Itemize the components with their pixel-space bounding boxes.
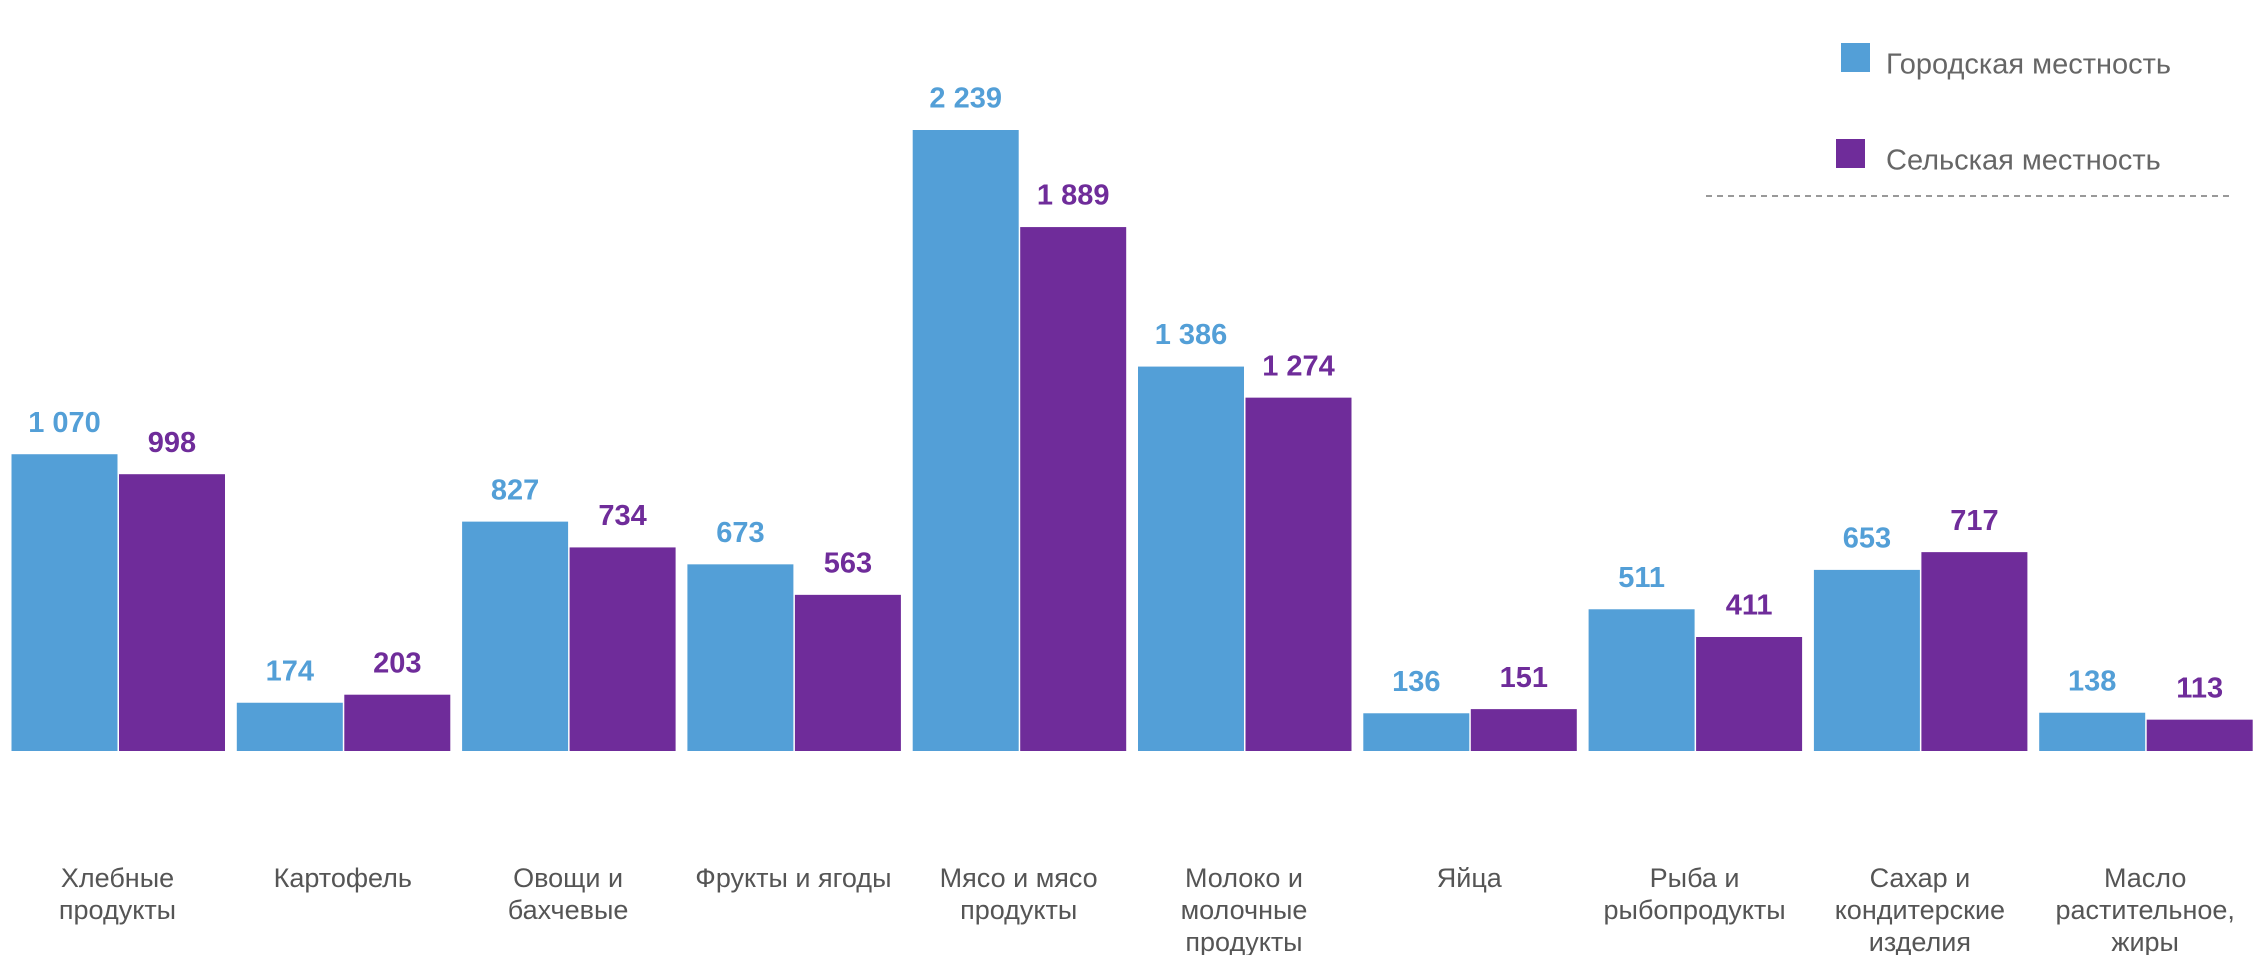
bar: [1138, 366, 1244, 751]
value-label: 653: [1843, 523, 1891, 555]
category-label: Яйца: [1436, 863, 1502, 893]
legend-label: Сельская местность: [1886, 145, 2161, 177]
value-label: 174: [266, 655, 314, 687]
value-label: 136: [1392, 666, 1440, 698]
category-label: Фрукты и ягоды: [695, 863, 892, 893]
value-label: 827: [491, 474, 539, 506]
category-label: Сахар и кондитерские изделия: [1834, 863, 2006, 955]
category-label: Овощи и бахчевые: [507, 863, 629, 925]
value-label: 113: [2176, 672, 2223, 704]
bar: [569, 547, 676, 751]
bar: [1245, 397, 1352, 751]
category-label: Масло растительное, жиры: [2055, 863, 2235, 955]
category-label: Молоко и молочные продукты: [1180, 863, 1308, 955]
bar: [687, 564, 794, 751]
bar: [2039, 712, 2146, 751]
value-label: 138: [2068, 665, 2116, 697]
category-label: Рыба и рыбопродукты: [1603, 863, 1786, 925]
bar: [1696, 637, 1803, 751]
value-label: 998: [148, 427, 196, 459]
bar: [11, 454, 118, 751]
value-label: 2 239: [929, 83, 1002, 115]
bar: [912, 130, 1019, 751]
category-label: Хлебные продукты: [58, 863, 177, 925]
value-label: 734: [598, 500, 646, 532]
bar: [2146, 719, 2253, 751]
bar: [794, 594, 901, 751]
value-label: 1 889: [1037, 180, 1110, 212]
bar: [1363, 713, 1470, 751]
value-label: 151: [1500, 662, 1548, 694]
value-label: 511: [1618, 562, 1665, 594]
legend-swatch: [1841, 43, 1870, 72]
bar: [462, 521, 569, 751]
bar: [344, 694, 451, 751]
value-label: 1 386: [1155, 319, 1228, 351]
legend-label: Городская местность: [1886, 49, 2171, 81]
value-label: 717: [1950, 505, 1998, 537]
category-label: Картофель: [273, 863, 412, 893]
value-label: 1 070: [28, 407, 101, 439]
bar: [1813, 569, 1920, 751]
bar: [1921, 552, 2028, 751]
value-label: 203: [373, 647, 421, 679]
legend-swatch: [1836, 139, 1865, 168]
value-label: 1 274: [1262, 350, 1335, 382]
bar: [1020, 227, 1127, 751]
value-label: 563: [824, 548, 872, 580]
bar: [236, 702, 343, 751]
value-label: 673: [716, 517, 764, 549]
bar: [1470, 709, 1577, 751]
category-label: Мясо и мясо продукты: [939, 863, 1098, 925]
bar: [119, 474, 225, 751]
bar: [1588, 609, 1695, 751]
value-label: 411: [1726, 590, 1773, 622]
